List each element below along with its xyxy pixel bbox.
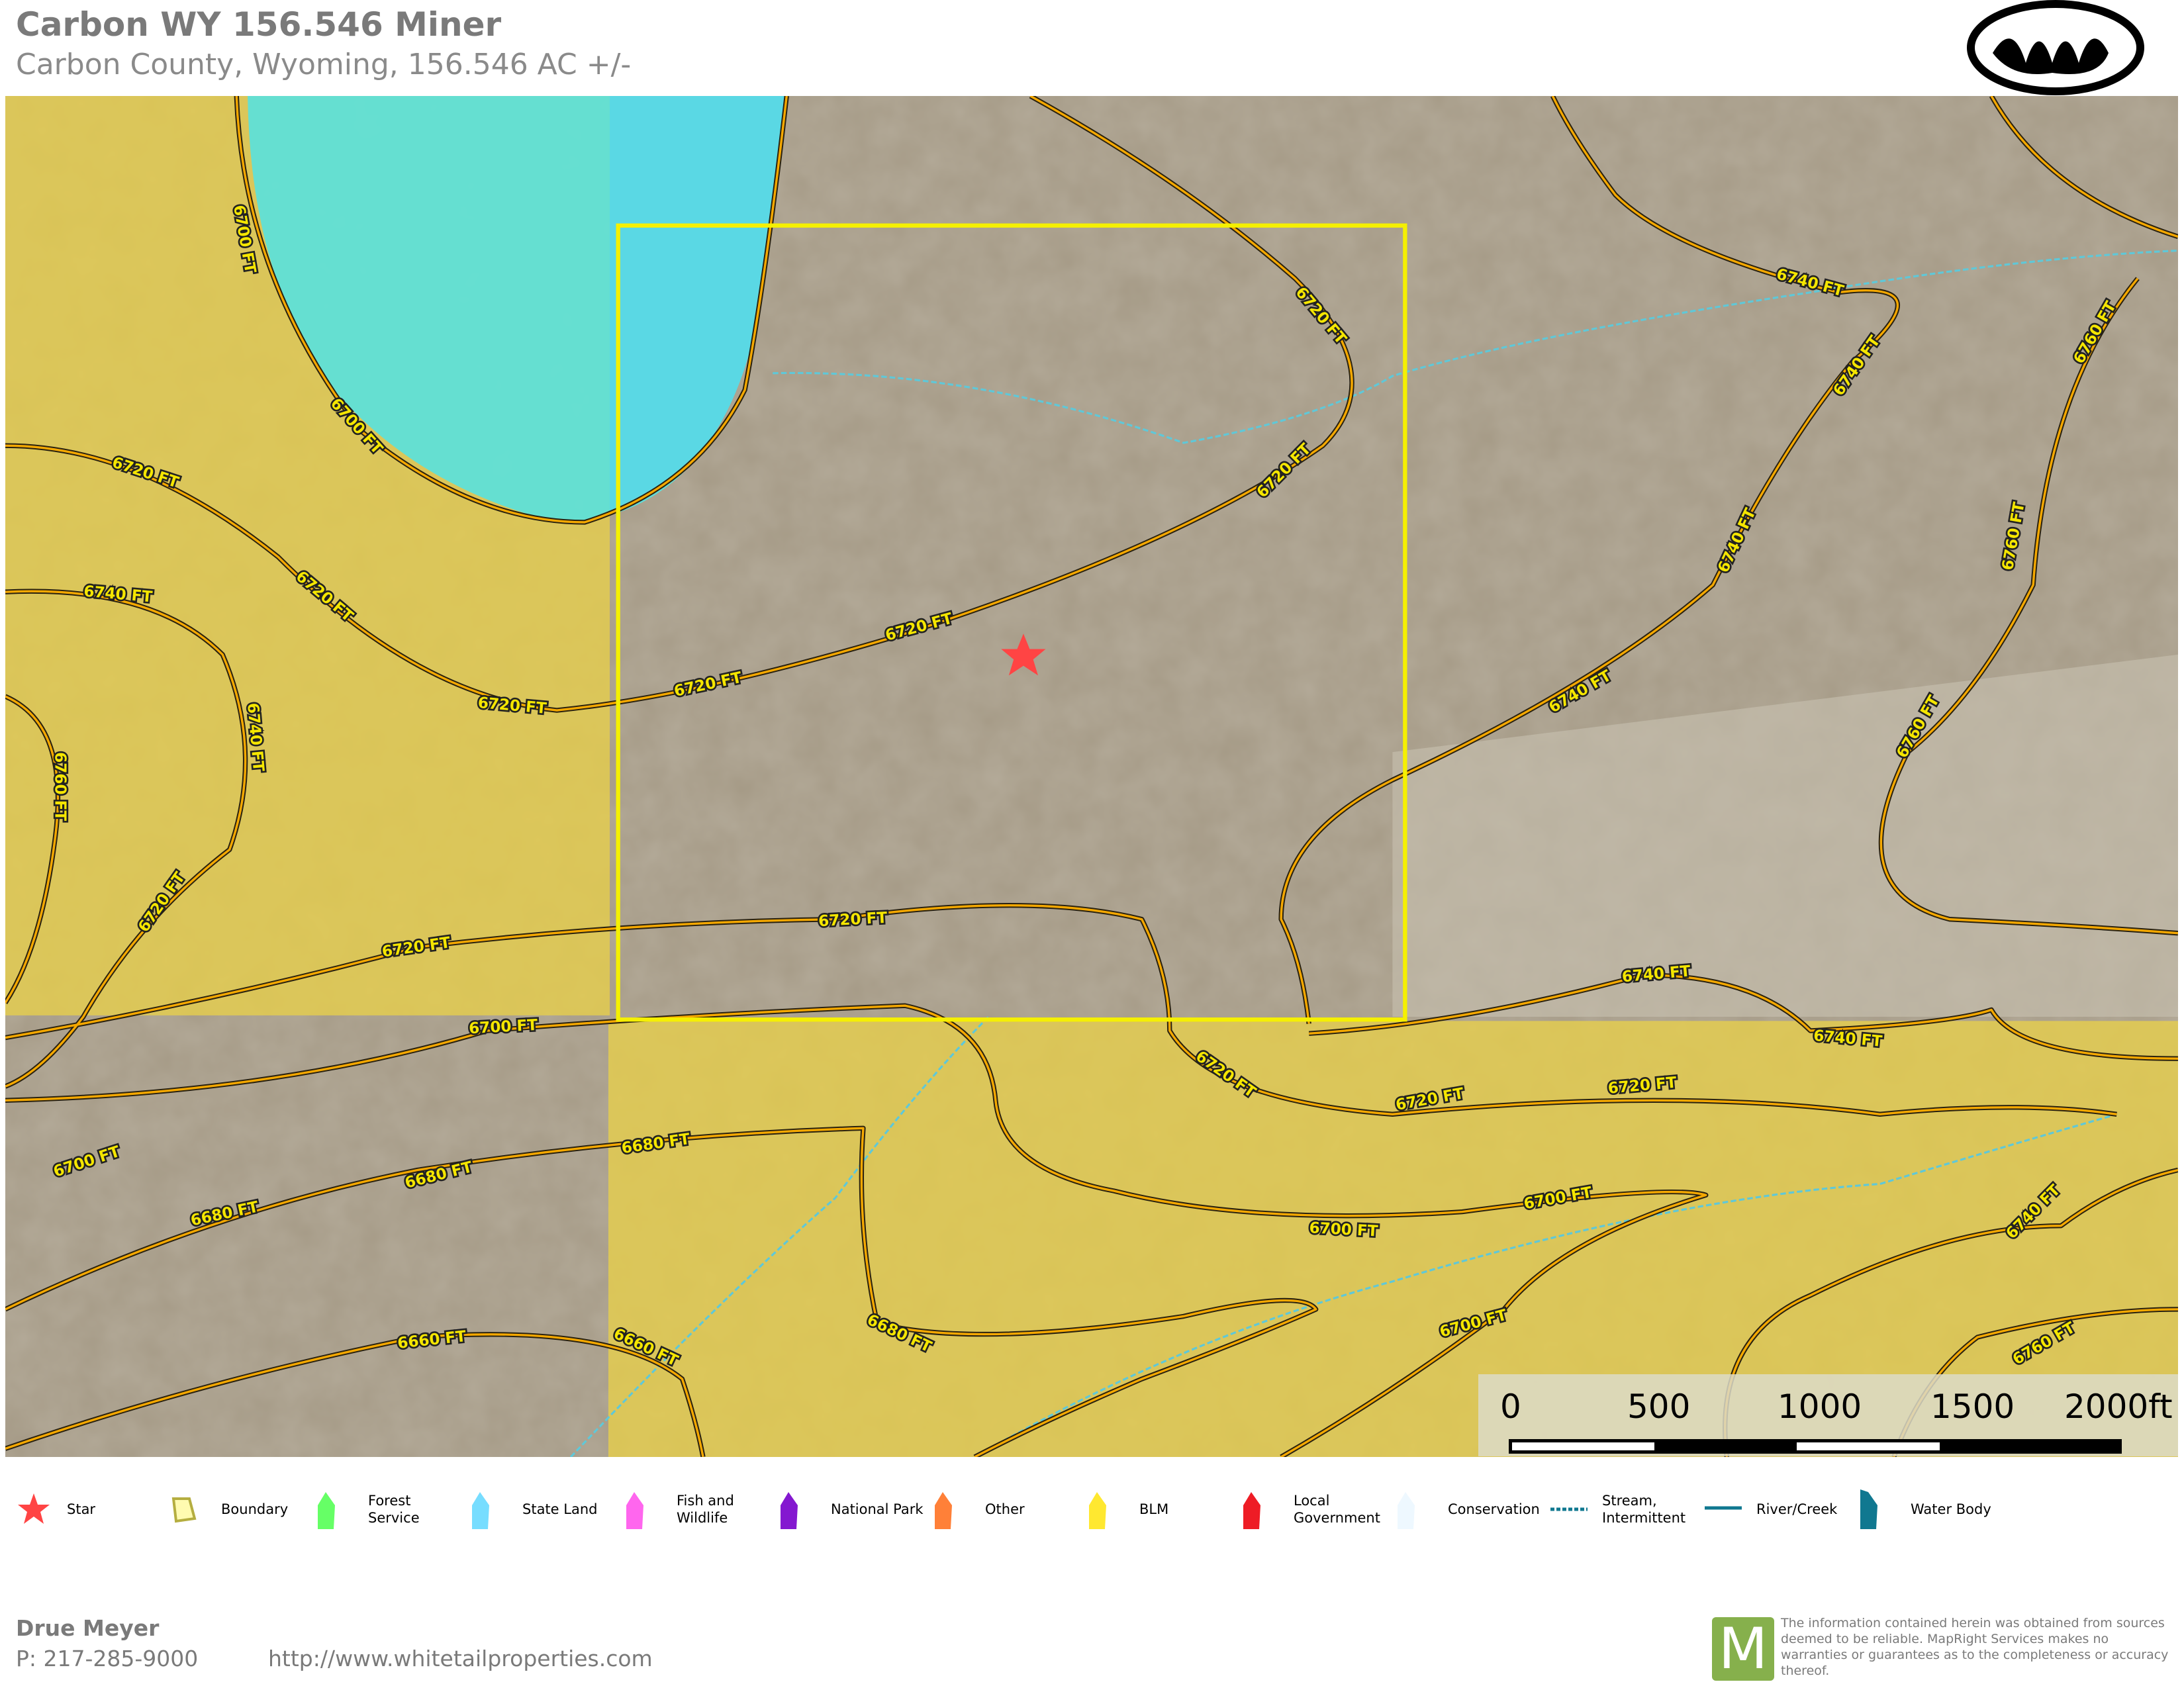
boundary-icon: [171, 1497, 197, 1523]
terrain-light-area: [1392, 654, 2178, 1017]
legend-item-national-park: National Park: [774, 1479, 924, 1539]
contour-label: 6760 FT: [52, 752, 69, 821]
website-link[interactable]: http://www.whitetailproperties.com: [268, 1646, 653, 1671]
fish-wildlife-swatch: [626, 1492, 643, 1529]
legend-item-water-body: Water Body: [1854, 1479, 2003, 1539]
conservation-swatch: [1398, 1492, 1415, 1529]
stream-line-icon: [1550, 1507, 1588, 1511]
scale-label-2000: 2000ft: [2064, 1387, 2173, 1426]
scale-bar-graphic: [1509, 1439, 2122, 1454]
agent-phone: P: 217-285-9000: [16, 1646, 199, 1671]
scale-label-1000: 1000: [1778, 1387, 1862, 1426]
legend-item-boundary: Boundary: [164, 1479, 314, 1539]
legend-item-forest-service: Forest Service: [311, 1479, 461, 1539]
property-boundary[interactable]: [616, 223, 1407, 1022]
national-park-swatch: [781, 1492, 798, 1529]
disclaimer-text: The information contained herein was obt…: [1781, 1616, 2169, 1678]
contour-label: 6720 FT: [818, 910, 888, 930]
legend-item-fish-wildlife: Fish and Wildlife: [620, 1479, 769, 1539]
map-title: Carbon WY 156.546 Miner: [16, 5, 502, 44]
state-land-swatch: [472, 1492, 489, 1529]
star-marker-icon[interactable]: [1001, 633, 1046, 676]
scale-label-0: 0: [1500, 1387, 1521, 1426]
legend-item-blm: BLM: [1082, 1479, 1232, 1539]
forest-service-swatch: [318, 1492, 335, 1529]
contour-label: 6700 FT: [469, 1017, 538, 1037]
legend-item-stream-intermittent: Stream, Intermittent: [1545, 1479, 1695, 1539]
contour-label: 6700 FT: [1309, 1219, 1378, 1240]
whitetail-logo: [1967, 0, 2144, 95]
scale-label-1500: 1500: [1930, 1387, 2015, 1426]
contour-lines: [5, 96, 2178, 1457]
map-subtitle: Carbon County, Wyoming, 156.546 AC +/-: [16, 48, 632, 81]
streams: [570, 250, 2178, 1457]
agent-name: Drue Meyer: [16, 1615, 160, 1641]
local-government-swatch: [1243, 1492, 1260, 1529]
legend-item-star: Star: [10, 1479, 160, 1539]
legend-item-state-land: State Land: [465, 1479, 615, 1539]
mapright-logo: M: [1712, 1617, 1774, 1681]
state-land-area: [610, 96, 787, 516]
other-swatch: [935, 1492, 952, 1529]
scale-bar: 0 500 1000 1500 2000ft: [1478, 1374, 2178, 1456]
legend-item-river-creek: River/Creek: [1699, 1479, 1849, 1539]
map-legend: Star Boundary Forest Service State Land …: [0, 1479, 2184, 1539]
scale-label-500: 500: [1627, 1387, 1691, 1426]
blm-swatch: [1089, 1492, 1106, 1529]
map-view[interactable]: 6700 FT 6700 FT 6720 FT 6720 FT 6720 FT …: [5, 96, 2178, 1457]
legend-item-local-government: Local Government: [1237, 1479, 1386, 1539]
star-icon: [18, 1493, 50, 1524]
legend-item-other: Other: [928, 1479, 1078, 1539]
legend-item-conservation: Conservation: [1391, 1479, 1541, 1539]
water-body-swatch: [1860, 1489, 1877, 1529]
river-line-icon: [1705, 1506, 1742, 1510]
